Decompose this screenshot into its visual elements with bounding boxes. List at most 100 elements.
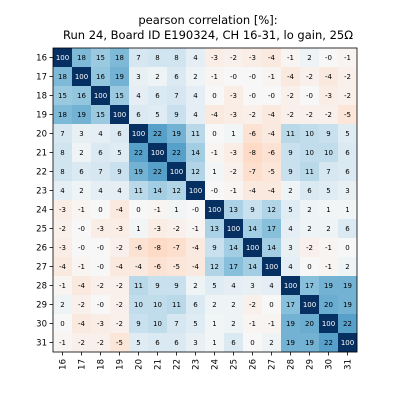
cell-value-label: -2	[306, 73, 313, 81]
cell-value-label: -2	[306, 244, 313, 252]
cell-value-label: -1	[192, 225, 199, 233]
cell-value-label: -1	[59, 339, 66, 347]
cell-value-label: -7	[173, 244, 180, 252]
cell-value-label: 0	[212, 130, 216, 138]
heatmap-cell	[110, 143, 130, 163]
cell-value-label: 10	[305, 149, 314, 157]
heatmap-cell	[262, 257, 282, 277]
cell-value-label: 8	[60, 149, 64, 157]
heatmap-cell	[243, 219, 263, 239]
heatmap-cell	[262, 238, 282, 258]
cell-value-label: 4	[193, 92, 198, 100]
heatmap-cell	[186, 48, 206, 68]
cell-value-label: 100	[132, 130, 145, 138]
heatmap-cell	[91, 333, 111, 353]
y-tick-label: 23	[36, 187, 47, 197]
cell-value-label: -1	[78, 206, 85, 214]
heatmap-cell	[338, 200, 358, 220]
heatmap-cell	[338, 333, 358, 353]
cell-value-label: 4	[98, 187, 103, 195]
heatmap-cell	[224, 67, 244, 87]
cell-value-label: 2	[231, 320, 235, 328]
cell-value-label: -1	[78, 263, 85, 271]
heatmap-cell	[281, 295, 301, 315]
y-tick-label: 21	[36, 149, 47, 159]
heatmap-cell	[319, 238, 339, 258]
heatmap-cell	[53, 67, 73, 87]
heatmap-cell	[281, 200, 301, 220]
cell-value-label: 10	[153, 301, 162, 309]
cell-value-label: -2	[78, 301, 85, 309]
cell-value-label: 9	[155, 282, 159, 290]
cell-value-label: 2	[79, 149, 83, 157]
cell-value-label: 1	[212, 168, 216, 176]
cell-value-label: 100	[56, 54, 69, 62]
cell-value-label: 12	[191, 168, 200, 176]
heatmap-cell	[148, 276, 168, 296]
cell-value-label: 15	[96, 54, 105, 62]
heatmap-cells: 100 18 15 18 7 8 8 4 -3 -2 -3 -4 -1 2 -0 -118 100 16 19 3 2 6…	[53, 48, 358, 353]
cell-value-label: 14	[248, 263, 257, 271]
heatmap-cell	[148, 86, 168, 106]
cell-value-label: -1	[211, 149, 218, 157]
cell-value-label: -4	[116, 263, 124, 271]
cell-value-label: 7	[174, 92, 178, 100]
heatmap-cell	[167, 143, 187, 163]
cell-value-label: -1	[154, 206, 161, 214]
heatmap-cell	[224, 86, 244, 106]
cell-value-label: -4	[59, 263, 67, 271]
heatmap-cell	[262, 333, 282, 353]
cell-value-label: 5	[117, 149, 121, 157]
heatmap-cell	[91, 200, 111, 220]
heatmap-cell	[53, 219, 73, 239]
cell-value-label: 6	[98, 149, 103, 157]
heatmap-cell	[167, 48, 187, 68]
heatmap-cell	[205, 105, 225, 125]
heatmap-cell	[53, 333, 73, 353]
heatmap-cell	[319, 143, 339, 163]
heatmap-cell	[72, 181, 92, 201]
x-tick-label: 16	[59, 359, 69, 370]
cell-value-label: 2	[155, 73, 159, 81]
cell-value-label: -6	[154, 263, 162, 271]
y-tick-label: 20	[36, 130, 47, 140]
cell-value-label: 100	[75, 73, 88, 81]
cell-value-label: -0	[78, 225, 85, 233]
heatmap-cell	[167, 181, 187, 201]
cell-value-label: 9	[326, 130, 330, 138]
heatmap-cell	[129, 67, 149, 87]
heatmap-cell	[281, 162, 301, 182]
cell-value-label: 6	[117, 130, 122, 138]
heatmap-cell	[319, 219, 339, 239]
heatmap-cell	[262, 143, 282, 163]
heatmap-cell	[110, 295, 130, 315]
x-tick-label: 30	[325, 359, 335, 370]
cell-value-label: 2	[193, 73, 197, 81]
cell-value-label: -1	[268, 320, 275, 328]
heatmap-cell	[186, 238, 206, 258]
cell-value-label: 2	[269, 339, 273, 347]
heatmap-cell	[148, 238, 168, 258]
heatmap-cell	[91, 105, 111, 125]
heatmap-cell	[167, 86, 187, 106]
cell-value-label: 11	[191, 130, 200, 138]
heatmap-cell	[186, 181, 206, 201]
heatmap-cell	[148, 162, 168, 182]
cell-value-label: 13	[210, 225, 219, 233]
heatmap-cell	[224, 295, 244, 315]
heatmap-cell	[319, 257, 339, 277]
cell-value-label: 19	[305, 339, 314, 347]
heatmap-cell	[186, 67, 206, 87]
x-tick-label: 29	[306, 359, 316, 370]
heatmap-cell	[91, 219, 111, 239]
heatmap-cell	[91, 124, 111, 144]
cell-value-label: 4	[98, 130, 103, 138]
cell-value-label: -2	[116, 301, 123, 309]
heatmap-cell	[205, 200, 225, 220]
cell-value-label: 2	[307, 206, 311, 214]
heatmap-cell	[110, 219, 130, 239]
heatmap-cell	[53, 276, 73, 296]
y-tick-label: 22	[36, 168, 47, 178]
heatmap-cell	[338, 219, 358, 239]
heatmap-cell	[91, 257, 111, 277]
